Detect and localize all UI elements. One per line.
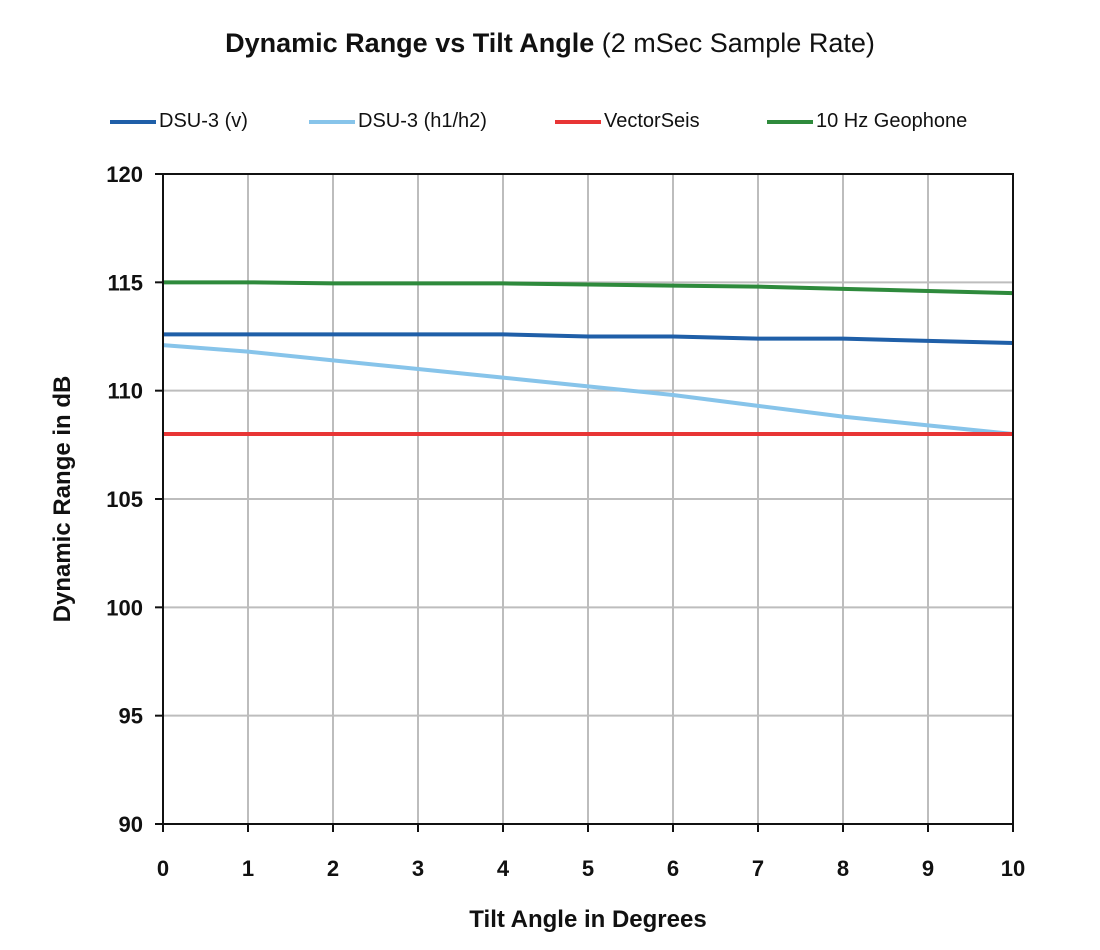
legend: DSU-3 (v) DSU-3 (h1/h2) VectorSeis 10 Hz… bbox=[0, 110, 1100, 138]
x-tick-label-10: 10 bbox=[1001, 856, 1025, 881]
legend-swatch-vectorseis bbox=[555, 119, 601, 124]
legend-item-geophone: 10 Hz Geophone bbox=[767, 110, 967, 133]
x-tick-label-2: 2 bbox=[327, 856, 339, 881]
chart-title: Dynamic Range vs Tilt Angle (2 mSec Samp… bbox=[0, 28, 1100, 59]
legend-swatch-dsu3-v bbox=[110, 119, 156, 124]
legend-swatch-dsu3-h bbox=[309, 119, 355, 124]
x-tick-label-4: 4 bbox=[497, 856, 510, 881]
series-lines bbox=[162, 280, 1014, 436]
y-tick-label-115: 115 bbox=[108, 270, 144, 295]
legend-item-dsu3-h: DSU-3 (h1/h2) bbox=[309, 110, 487, 133]
legend-label-dsu3-h: DSU-3 (h1/h2) bbox=[358, 110, 487, 132]
series-line-dsu-3-h1-h2 bbox=[162, 343, 1014, 436]
chart-title-main: Dynamic Range vs Tilt Angle bbox=[225, 28, 595, 58]
y-tick-label-110: 110 bbox=[108, 379, 144, 404]
x-tick-label-1: 1 bbox=[242, 856, 254, 881]
series-line-dsu-3-v bbox=[163, 332, 1014, 345]
x-tick-label-5: 5 bbox=[582, 856, 594, 881]
legend-swatch-geophone bbox=[767, 119, 813, 124]
x-tick-label-7: 7 bbox=[752, 856, 764, 881]
legend-item-dsu3-v: DSU-3 (v) bbox=[110, 110, 248, 133]
series-line-10-hz-geophone bbox=[163, 280, 1014, 296]
grid bbox=[162, 173, 1014, 825]
x-tick-label-6: 6 bbox=[667, 856, 679, 881]
legend-label-vectorseis: VectorSeis bbox=[604, 110, 700, 132]
legend-item-vectorseis: VectorSeis bbox=[555, 110, 700, 133]
x-tick-label-9: 9 bbox=[922, 856, 934, 881]
y-tick-label-90: 90 bbox=[119, 812, 143, 837]
chart-subtitle: (2 mSec Sample Rate) bbox=[601, 28, 875, 58]
y-tick-label-95: 95 bbox=[119, 704, 143, 729]
y-tick-label-120: 120 bbox=[106, 162, 143, 187]
y-tick-label-100: 100 bbox=[106, 595, 143, 620]
x-axis-label: Tilt Angle in Degrees bbox=[469, 906, 706, 933]
y-axis-label: Dynamic Range in dB bbox=[49, 376, 76, 623]
legend-label-dsu3-v: DSU-3 (v) bbox=[159, 110, 248, 132]
x-tick-label-3: 3 bbox=[412, 856, 424, 881]
y-tick-label-105: 105 bbox=[106, 487, 143, 512]
x-tick-labels: 0 1 2 3 4 5 6 7 8 9 10 bbox=[157, 824, 1025, 881]
x-tick-label-0: 0 bbox=[157, 856, 169, 881]
x-tick-label-8: 8 bbox=[837, 856, 849, 881]
legend-label-geophone: 10 Hz Geophone bbox=[816, 110, 968, 132]
y-tick-labels: 120 115 110 105 100 95 90 bbox=[106, 162, 163, 837]
